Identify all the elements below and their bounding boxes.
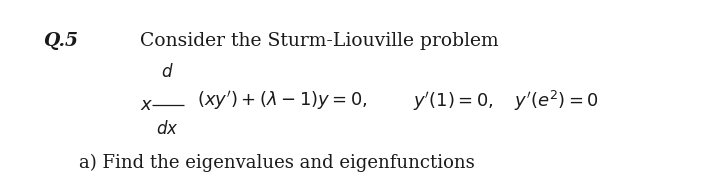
Text: $y^{\prime}(1)=0, \quad y^{\prime}(e^{2})=0$: $y^{\prime}(1)=0, \quad y^{\prime}(e^{2}… [413,89,598,113]
Text: $x$: $x$ [140,96,153,114]
Text: $dx$: $dx$ [156,120,179,138]
Text: Consider the Sturm-Liouville problem: Consider the Sturm-Liouville problem [140,32,499,50]
Text: $(xy^{\prime})+(\lambda -1)y=0,$: $(xy^{\prime})+(\lambda -1)y=0,$ [197,90,367,112]
Text: Q.5: Q.5 [43,32,78,50]
Text: a) Find the eigenvalues and eigenfunctions: a) Find the eigenvalues and eigenfunctio… [79,154,475,172]
Text: $d$: $d$ [161,63,174,81]
